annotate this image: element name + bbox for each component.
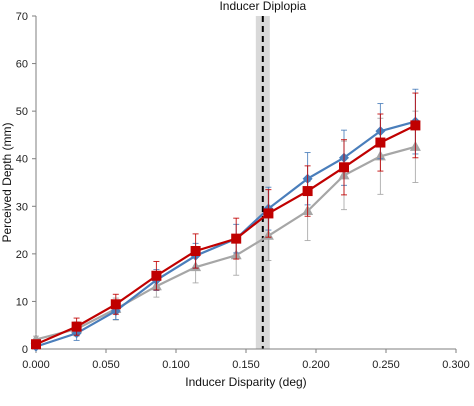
square-marker [375,137,386,148]
x-tick-label: 0.250 [372,359,400,371]
y-tick-label: 0 [22,344,28,356]
caption-strip [0,391,474,401]
square-marker [410,120,421,131]
square-marker [231,233,242,244]
x-tick-label: 0.050 [92,359,120,371]
diplopia-band [255,16,270,349]
y-tick-label: 10 [16,296,28,308]
series-line [35,120,416,348]
y-axis-title: Perceived Depth (mm) [0,122,14,242]
series-square [31,92,421,350]
y-tick-label: 60 [16,59,28,71]
square-marker [190,246,201,257]
y-tick-label: 20 [16,249,28,261]
x-tick-label: 0.000 [22,359,50,371]
y-tick-label: 50 [16,106,28,118]
x-tick-label: 0.200 [302,359,330,371]
square-marker [71,321,82,332]
square-marker [302,186,313,197]
annotation-label: Inducer Diplopia [219,0,306,13]
square-marker [151,270,162,281]
square-marker [31,339,41,350]
series-diamond [31,88,421,352]
square-marker [110,299,121,310]
square-marker [263,208,274,219]
series-triangle [30,110,421,344]
ticks-layer: 0 10 20 30 40 50 60 70 0.000 0.050 0.100 0.150 0.200… [16,11,470,371]
series-layer [30,88,421,352]
y-tick-label: 30 [16,201,28,213]
x-axis-title: Inducer Disparity (deg) [185,375,306,389]
annotation-layer [255,16,270,349]
x-tick-label: 0.300 [442,359,470,371]
series-line [35,124,416,346]
x-tick-label: 0.100 [162,359,190,371]
y-tick-label: 40 [16,154,28,166]
axes-layer [35,16,456,350]
y-tick-label: 70 [16,11,28,23]
square-marker [339,162,349,173]
x-tick-label: 0.150 [232,359,260,371]
